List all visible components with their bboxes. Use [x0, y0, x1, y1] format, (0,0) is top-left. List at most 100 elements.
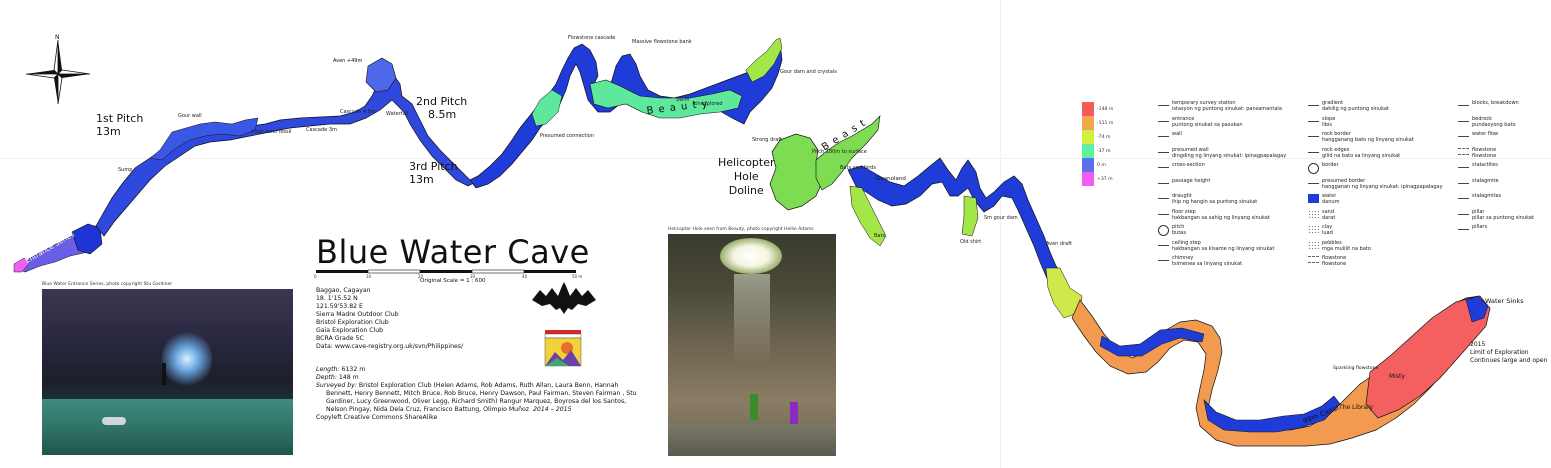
legend-symbol-icon: [1158, 213, 1169, 215]
legend-sublabel: flowstone: [1472, 152, 1497, 159]
label-sump: Sump: [118, 167, 133, 173]
location-line: 18. 1'15.52 N: [316, 295, 358, 302]
pitch-2-label: 2nd Pitch 8.5m: [416, 95, 467, 121]
helicopter-line-1: Helicopter: [718, 156, 775, 169]
legend-label: passage height: [1172, 177, 1211, 184]
legend-label: sand: [1322, 208, 1335, 215]
legend-item: border: [1322, 162, 1339, 168]
legend-label: flowstone: [1472, 146, 1497, 153]
location-line: Sierra Madre Outdoor Club: [316, 311, 399, 318]
legend-symbol-icon: [1308, 163, 1319, 174]
legend-item: pillar pillar sa puntong sinukat: [1472, 209, 1534, 222]
legend-item: cross-section: [1172, 162, 1205, 168]
legend-label: water flow: [1472, 131, 1499, 137]
aven-label: Aven +49m: [333, 58, 363, 64]
left-photo-caption: Blue Water Entrance Series, photo copyri…: [42, 282, 173, 287]
depth-label: 0 m: [1097, 163, 1106, 168]
label-bats: Bats: [874, 233, 886, 239]
legend-sublabel: mga mulilit na bato: [1322, 245, 1371, 252]
legend-label: blocks, breakdown: [1472, 100, 1519, 106]
legend-label: gradient: [1322, 100, 1344, 106]
legend-label: pebbles: [1322, 239, 1342, 246]
legend-sublabel: pillar sa puntong sinukat: [1472, 214, 1534, 221]
label-gour-dam: Gour dam and crystals: [780, 69, 837, 75]
legend-item: entrance puntong sinukat sa pasukan: [1172, 116, 1243, 129]
passage-green-south: [849, 185, 887, 247]
water-sinks-label: Water Sinks: [1485, 297, 1524, 305]
legend-label: wall: [1172, 131, 1182, 137]
guanoland-label: Guanoland: [876, 176, 906, 182]
legend-sublabel: luad: [1322, 230, 1333, 237]
legend-symbol-icon: [1458, 229, 1469, 230]
depth-swatch: [1082, 102, 1094, 116]
photo-water-floor: [668, 424, 836, 456]
legend-item: rock edges gilid na bato sa linyang sinuk…: [1322, 147, 1400, 160]
north-arrow: [25, 39, 91, 105]
passage-lake: [71, 223, 103, 255]
passage-water-sinks: [1465, 295, 1489, 323]
legend-item: bedrock pundasyong bato: [1472, 116, 1516, 129]
right-photo-caption: Helicopter Hole seen from Beauty, photo …: [668, 227, 814, 232]
legend-label: rock edges: [1322, 146, 1350, 153]
legend-sublabel: hakbangan sa kisame ng linyang sinukat: [1172, 245, 1275, 252]
fold-line: [1000, 0, 1001, 468]
legend-item: temporary survey station istasyon ng punt…: [1172, 100, 1282, 113]
limit-text: Limit of Exploration: [1470, 349, 1529, 356]
pitch-2-depth: 8.5m: [428, 108, 457, 122]
legend-symbol-icon: [1308, 209, 1319, 219]
depth-swatch: [1082, 144, 1094, 158]
legend-sublabel: hangganan ng linyang sinukat: ipinagpapa…: [1322, 183, 1443, 190]
legend-label: border: [1322, 162, 1339, 168]
passage-section-1b: [149, 117, 259, 161]
legend-label: clay: [1322, 224, 1333, 230]
survey-years: 2014 – 2015: [533, 406, 572, 413]
tick-50: 50 m: [572, 274, 583, 279]
legend-label: pillars: [1472, 224, 1488, 230]
legend-sublabel: gilid na bato sa linyang sinukat: [1322, 152, 1401, 159]
legend-item: presumed border hangganan ng linyang sinu…: [1322, 178, 1443, 191]
legend-label: cross-section: [1172, 162, 1205, 168]
legend-symbol-icon: [1308, 194, 1319, 203]
photo-caver-green: [750, 394, 758, 420]
label-unexplored: Unexplored: [694, 101, 723, 107]
legend-symbol-icon: [1458, 182, 1469, 184]
helicopter-line-2: Hole: [733, 170, 759, 183]
location-info: Baggao, Cagayan 18. 1'15.52 N 121.59'53.…: [316, 287, 463, 351]
depth-label: -74 m: [1097, 135, 1111, 140]
legend-label: flowstone: [1322, 255, 1347, 261]
passage-beauty-green2: [531, 89, 563, 127]
legend-symbol-icon: [1458, 105, 1469, 106]
survey-stats: Length: 6132 m Depth: 148 m Surveyed by:…: [316, 366, 641, 422]
legend-label: presumed wall: [1172, 146, 1209, 153]
legend-sublabel: butas: [1172, 230, 1186, 237]
location-line: Gaia Exploration Club: [316, 327, 384, 334]
helicopter-hole-label: Helicopter Hole Doline: [718, 156, 775, 198]
depth-row: Depth: 148 m: [316, 374, 641, 382]
depth-label: Depth:: [316, 374, 337, 381]
legend-label: floor step: [1172, 208, 1196, 215]
label-flowstone-cascade: Flowstone cascade: [568, 35, 616, 41]
location-line: BCRA Grade 5C: [316, 335, 364, 342]
entrance-series-photo: [42, 289, 293, 455]
legend-label: presumed border: [1322, 177, 1366, 184]
depth-value: 148 m: [338, 374, 359, 381]
photo-skylight: [720, 238, 782, 274]
legend-item: flowstone flowstone: [1322, 255, 1346, 268]
misty-label: Misty: [1389, 373, 1405, 380]
location-line: 121.59'53.82 E: [316, 303, 363, 310]
legend-sublabel: dingding ng linyang sinukat: ipinagpapal…: [1172, 152, 1287, 159]
photo-water: [42, 399, 293, 455]
passage-entrance-pink: [13, 257, 31, 273]
legend-symbol-icon: [1308, 225, 1319, 234]
legend-symbol-icon: [1158, 225, 1169, 236]
legend-label: slope: [1322, 115, 1336, 122]
legend-symbol-icon: [1308, 151, 1319, 153]
legend-sublabel: pundasyong bato: [1472, 121, 1516, 128]
depth-swatch: [1082, 116, 1094, 130]
legend-label: chimney: [1172, 255, 1194, 261]
tick-0: 0: [314, 274, 317, 279]
passage-beauty-green: [589, 79, 743, 119]
legend-sublabel: darat: [1322, 214, 1336, 221]
legend-symbol-icon: [1158, 136, 1169, 137]
